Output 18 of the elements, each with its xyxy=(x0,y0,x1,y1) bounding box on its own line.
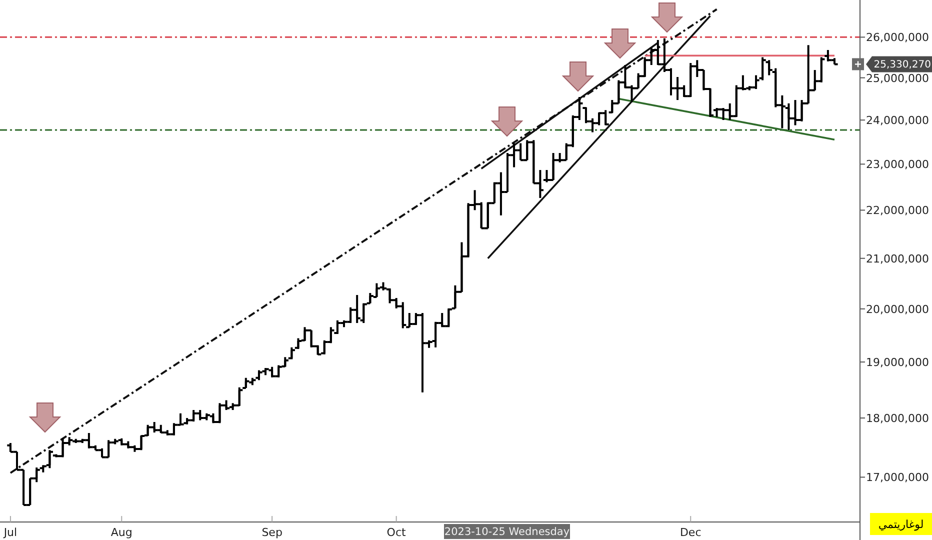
x-tick-label: Dec xyxy=(680,526,702,539)
y-tick-label: 26,000,000 xyxy=(866,31,929,44)
x-tick-label: Oct xyxy=(386,526,407,539)
text: 25,330,270 xyxy=(874,60,931,71)
y-tick-label: 20,000,000 xyxy=(866,302,929,316)
x-tick-label: Jul xyxy=(2,526,18,539)
y-tick-label: 24,000,000 xyxy=(866,114,929,128)
y-tick-label: 23,000,000 xyxy=(866,158,929,172)
y-tick-label: 25,000,000 xyxy=(866,72,929,85)
text: لوغاريتمي xyxy=(878,518,924,531)
y-tick-label: 21,000,000 xyxy=(866,252,929,266)
y-tick-label: 22,000,000 xyxy=(866,204,929,218)
text: 2023-10-25 Wednesday xyxy=(444,526,570,538)
y-tick-label: 19,000,000 xyxy=(866,356,929,369)
y-tick-label: 18,000,000 xyxy=(866,412,929,425)
x-tick-label: Aug xyxy=(110,526,132,539)
x-tick-label: Sep xyxy=(262,526,282,539)
y-tick-label: 17,000,000 xyxy=(866,471,929,484)
